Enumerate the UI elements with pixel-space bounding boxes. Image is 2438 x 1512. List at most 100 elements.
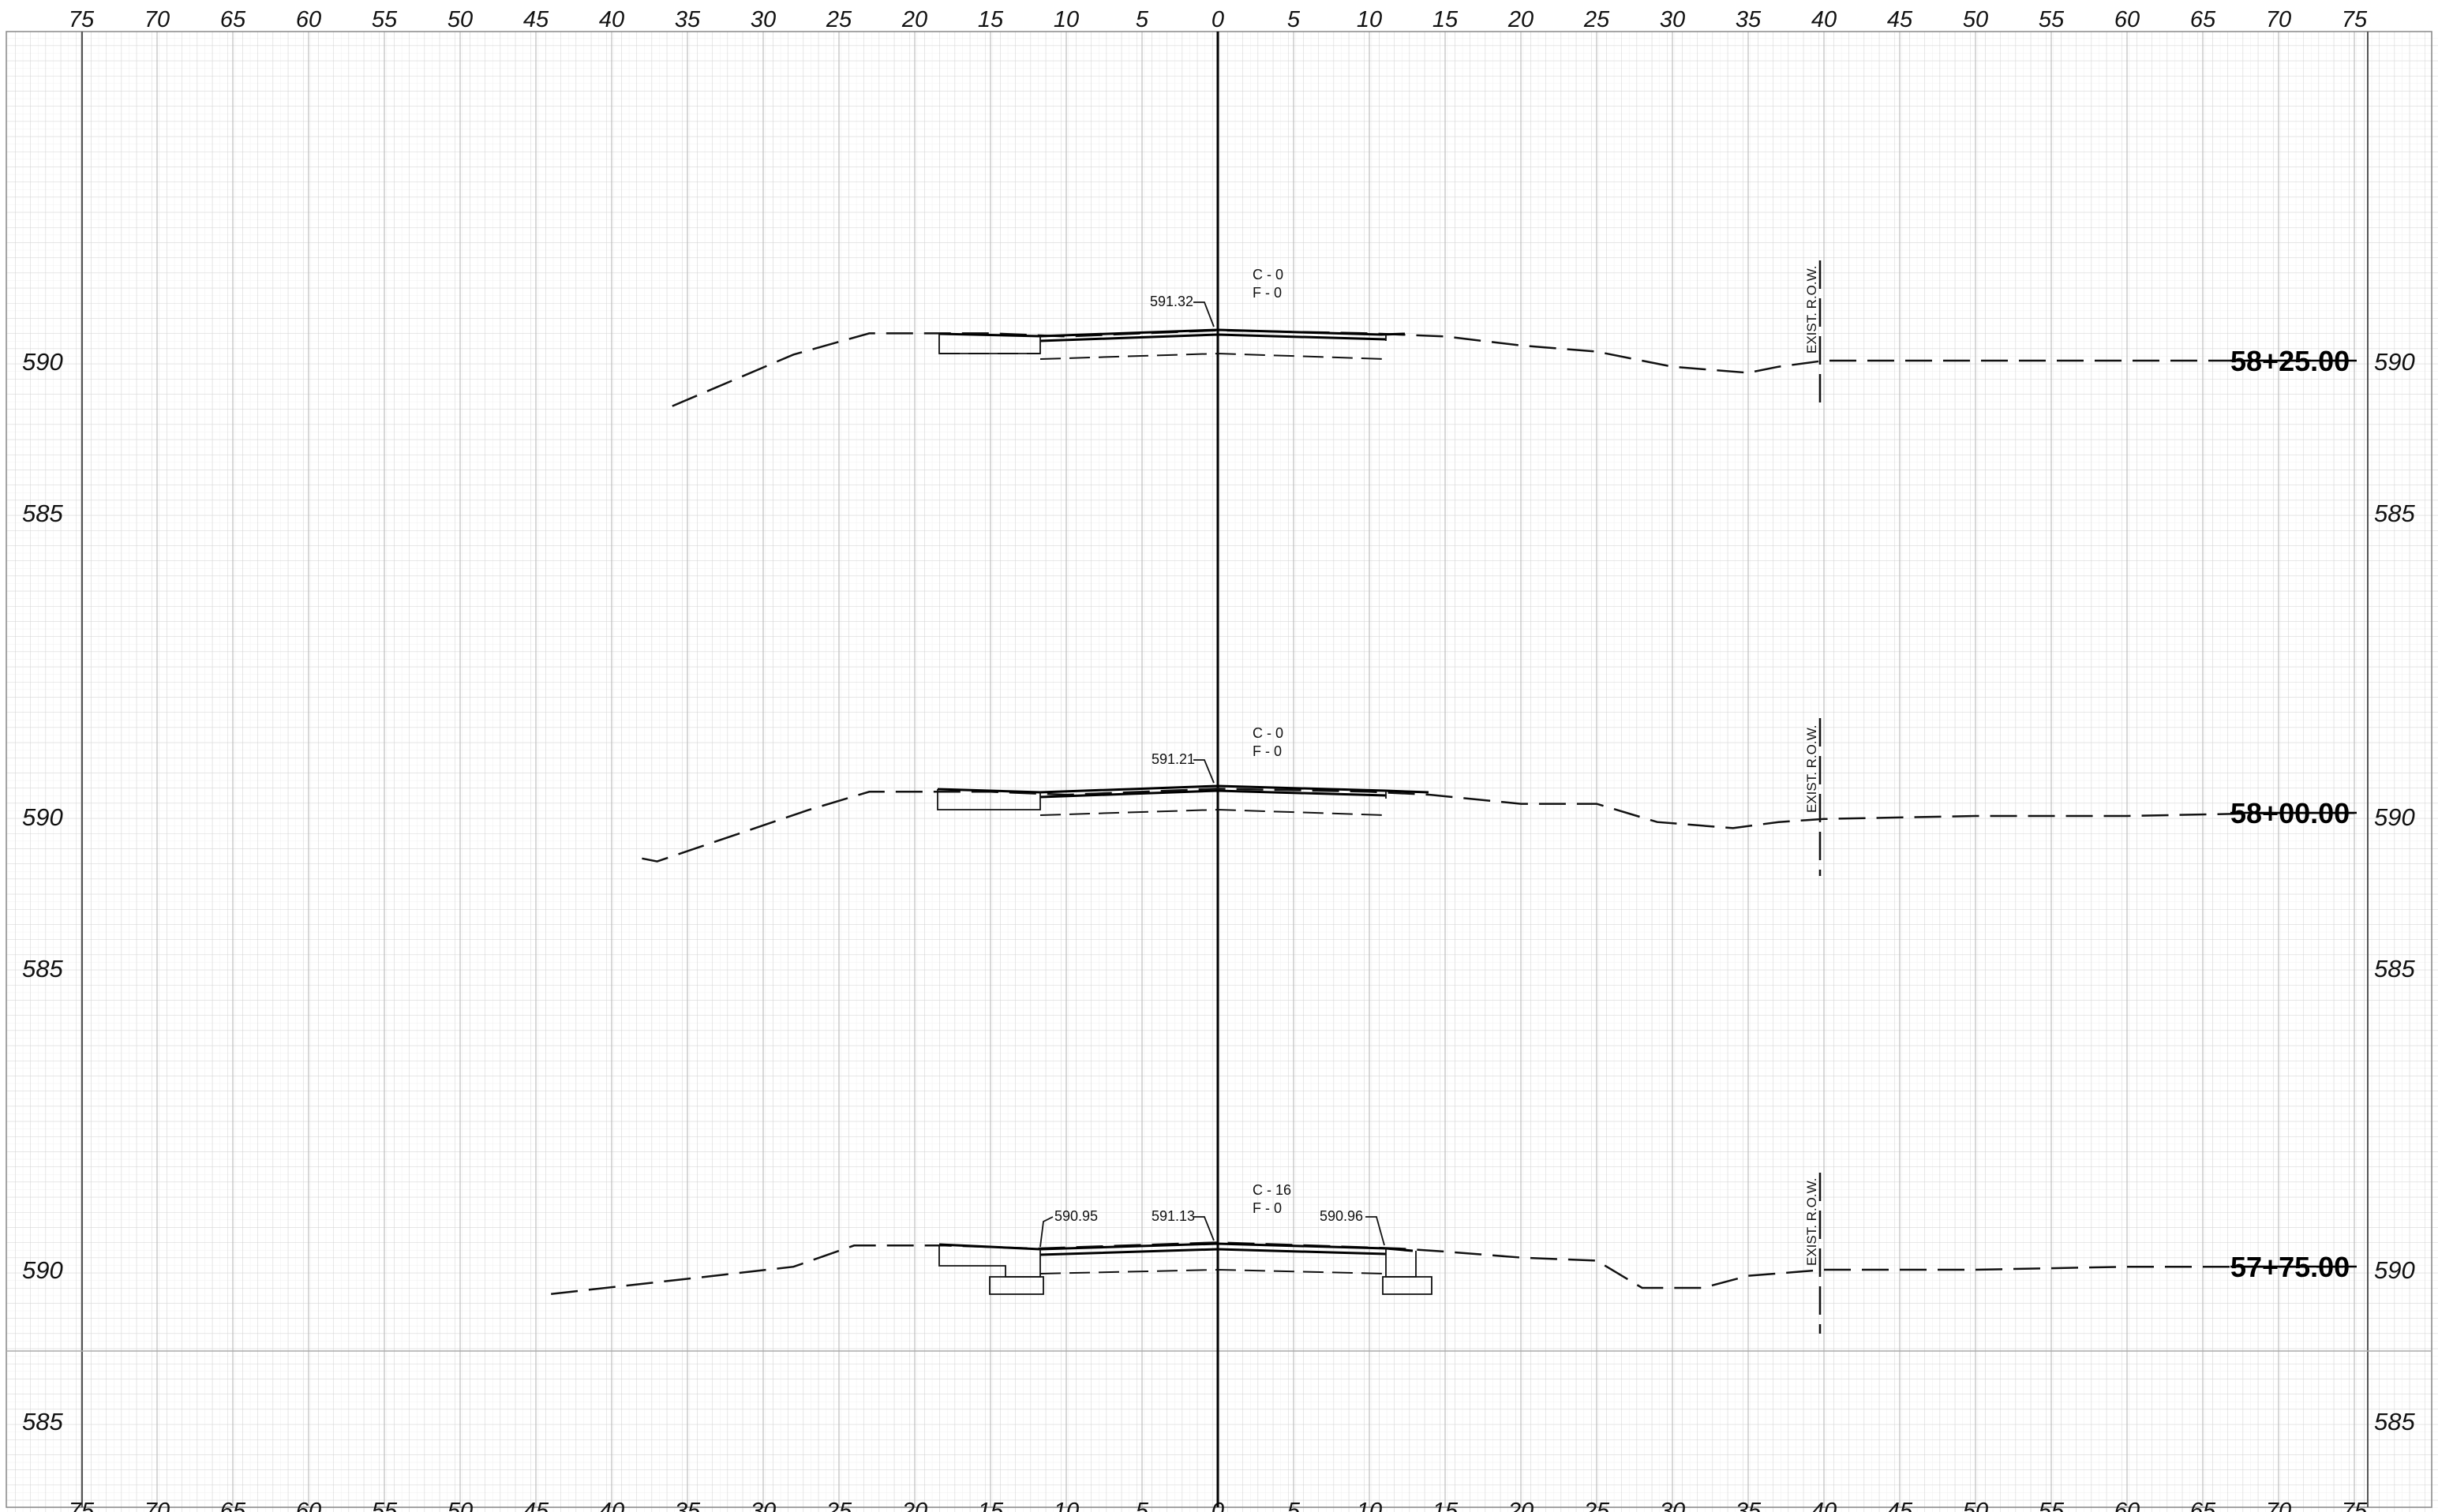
row-label: EXIST. R.O.W. bbox=[1804, 1178, 1819, 1266]
offset-bottom-tick-label: 20 bbox=[901, 1499, 927, 1512]
offset-top-tick-label: 55 bbox=[2039, 7, 2065, 32]
elev-label-right-lower: 585 bbox=[2374, 500, 2415, 527]
offset-top-tick-label: 65 bbox=[2190, 7, 2216, 32]
offset-bottom-tick-label: 45 bbox=[1887, 1499, 1913, 1512]
offset-bottom-tick-label: 15 bbox=[1432, 1499, 1459, 1512]
centerline-elevation: 591.21 bbox=[1152, 751, 1195, 767]
offset-top-tick-label: 20 bbox=[1507, 7, 1534, 32]
offset-bottom-tick-label: 70 bbox=[144, 1499, 170, 1512]
proposed-roadway bbox=[938, 328, 1406, 360]
offset-bottom-tick-label: 25 bbox=[826, 1499, 852, 1512]
elev-label-left-lower: 585 bbox=[22, 1408, 63, 1435]
offset-top-tick-label: 0 bbox=[1212, 7, 1224, 32]
offset-top-tick-label: 40 bbox=[1811, 7, 1837, 32]
fill-value: F - 0 bbox=[1253, 1200, 1282, 1216]
cut-value: C - 16 bbox=[1253, 1182, 1291, 1198]
centerline-elevation: 591.32 bbox=[1150, 294, 1193, 309]
offset-top-tick-label: 60 bbox=[2114, 7, 2140, 32]
left-curb-elevation: 590.95 bbox=[1054, 1208, 1098, 1224]
elev-label-left: 590 bbox=[22, 1256, 63, 1284]
offset-top-tick-label: 30 bbox=[751, 7, 776, 32]
grid-background bbox=[6, 31, 2438, 1512]
offset-axis-bottom: 75 70 65 60 55 50 45 40 35 30 25 20 15 10 50 5 10 15 20 25 3… bbox=[69, 1499, 2368, 1512]
offset-top-tick-label: 10 bbox=[1054, 7, 1079, 32]
offset-top-tick-label: 45 bbox=[1887, 7, 1913, 32]
offset-top-tick-label: 30 bbox=[1660, 7, 1685, 32]
elev-label-right: 590 bbox=[2374, 803, 2415, 831]
offset-top-tick-label: 15 bbox=[978, 7, 1004, 32]
elev-label-right: 590 bbox=[2374, 1256, 2415, 1284]
cut-value: C - 0 bbox=[1253, 267, 1283, 283]
right-curb-elevation: 590.96 bbox=[1320, 1208, 1363, 1224]
offset-bottom-tick-label: 30 bbox=[1660, 1499, 1685, 1512]
elev-label-left: 590 bbox=[22, 803, 63, 831]
offset-top-tick-label: 65 bbox=[220, 7, 246, 32]
fill-value: F - 0 bbox=[1253, 285, 1282, 301]
offset-bottom-tick-label: 50 bbox=[448, 1499, 473, 1512]
offset-bottom-tick-label: 60 bbox=[296, 1499, 321, 1512]
offset-bottom-tick-label: 30 bbox=[751, 1499, 776, 1512]
offset-bottom-tick-label: 75 bbox=[69, 1499, 95, 1512]
offset-top-tick-label: 35 bbox=[675, 7, 701, 32]
offset-bottom-tick-label: 75 bbox=[2342, 1499, 2368, 1512]
offset-bottom-tick-label: 35 bbox=[675, 1499, 701, 1512]
offset-bottom-tick-label: 60 bbox=[2114, 1499, 2140, 1512]
offset-bottom-tick-label: 45 bbox=[523, 1499, 549, 1512]
section-57-75: 590 585 590 585 590.95 591.13 590.96 C -… bbox=[22, 1173, 2415, 1435]
existing-ground-line bbox=[672, 329, 2354, 407]
offset-bottom-tick-label: 55 bbox=[2039, 1499, 2065, 1512]
offset-top-tick-label: 50 bbox=[448, 7, 473, 32]
offset-top-tick-label: 5 bbox=[1136, 7, 1149, 32]
offset-top-tick-label: 70 bbox=[144, 7, 170, 32]
offset-bottom-tick-label: 40 bbox=[1811, 1499, 1837, 1512]
offset-bottom-tick-label: 65 bbox=[2190, 1499, 2216, 1512]
offset-bottom-tick-label: 5 bbox=[1287, 1499, 1301, 1512]
offset-top-tick-label: 10 bbox=[1357, 7, 1382, 32]
offset-axis-top: 75 70 65 60 55 50 45 40 35 30 25 20 15 10 5 0 5 10 15 20 25 3… bbox=[69, 7, 2368, 32]
elev-label-right-lower: 585 bbox=[2374, 955, 2415, 982]
offset-top-tick-label: 60 bbox=[296, 7, 321, 32]
offset-top-tick-label: 25 bbox=[826, 7, 852, 32]
offset-top-tick-label: 5 bbox=[1287, 7, 1301, 32]
row-label: EXIST. R.O.W. bbox=[1804, 266, 1819, 354]
proposed-roadway bbox=[938, 1242, 1432, 1295]
offset-top-tick-label: 75 bbox=[2342, 7, 2368, 32]
offset-bottom-tick-label: 10 bbox=[1357, 1499, 1382, 1512]
offset-bottom-tick-label: 70 bbox=[2266, 1499, 2291, 1512]
elev-label-left: 590 bbox=[22, 348, 63, 376]
offset-top-tick-label: 15 bbox=[1432, 7, 1459, 32]
offset-bottom-tick-label: 55 bbox=[372, 1499, 398, 1512]
offset-bottom-tick-label: 65 bbox=[220, 1499, 246, 1512]
offset-bottom-tick-label: 10 bbox=[1054, 1499, 1079, 1512]
existing-ground-line bbox=[551, 1241, 2354, 1295]
offset-top-tick-label: 45 bbox=[523, 7, 549, 32]
offset-top-tick-label: 75 bbox=[69, 7, 95, 32]
cut-value: C - 0 bbox=[1253, 725, 1283, 741]
offset-top-tick-label: 40 bbox=[599, 7, 624, 32]
centerline-elevation: 591.13 bbox=[1152, 1208, 1195, 1224]
offset-bottom-tick-label: 50 bbox=[1963, 1499, 1988, 1512]
offset-top-tick-label: 25 bbox=[1583, 7, 1610, 32]
offset-bottom-tick-label: 40 bbox=[599, 1499, 624, 1512]
offset-bottom-tick-label: 15 bbox=[978, 1499, 1004, 1512]
offset-top-tick-label: 50 bbox=[1963, 7, 1988, 32]
existing-ground-line bbox=[642, 788, 2354, 863]
row-label: EXIST. R.O.W. bbox=[1804, 725, 1819, 813]
elev-label-right-lower: 585 bbox=[2374, 1408, 2415, 1435]
fill-value: F - 0 bbox=[1253, 743, 1282, 759]
offset-bottom-tick-label: 25 bbox=[1583, 1499, 1610, 1512]
offset-top-tick-label: 20 bbox=[901, 7, 927, 32]
proposed-roadway bbox=[937, 784, 1429, 816]
offset-bottom-tick-label: 20 bbox=[1507, 1499, 1534, 1512]
section-58-00: 590 585 590 585 591.21 C - 0 F - 0 EXIST… bbox=[22, 718, 2415, 982]
offset-top-tick-label: 35 bbox=[1736, 7, 1762, 32]
offset-top-tick-label: 55 bbox=[372, 7, 398, 32]
elev-label-left-lower: 585 bbox=[22, 500, 63, 527]
elev-label-right: 590 bbox=[2374, 348, 2415, 376]
offset-bottom-tick-label: 5 bbox=[1136, 1499, 1149, 1512]
offset-top-tick-label: 70 bbox=[2266, 7, 2291, 32]
elev-label-left-lower: 585 bbox=[22, 955, 63, 982]
offset-bottom-tick-label: 35 bbox=[1736, 1499, 1762, 1512]
section-58-25: 590 585 590 585 591.32 C - 0 F - 0 EXIST… bbox=[22, 260, 2415, 527]
